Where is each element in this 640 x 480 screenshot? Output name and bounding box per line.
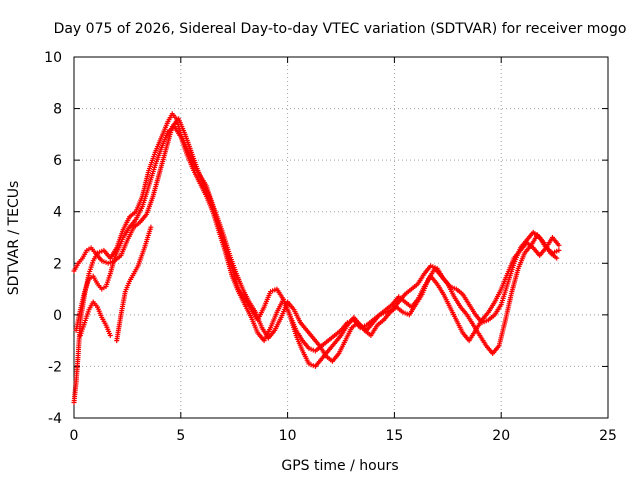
x-tick-label: 20 [492,428,510,444]
x-tick-label: 15 [385,428,403,444]
series-trace-1 [71,111,562,406]
plot-frame [73,56,609,419]
y-tick-label: -4 [48,411,62,427]
y-tick-label: 2 [53,256,62,272]
data-point [107,332,113,338]
data-point [148,224,154,230]
series-trace-3 [73,124,562,369]
series-trace-5 [114,224,154,344]
y-tick-label: 0 [53,308,62,324]
y-tick-label: 6 [53,153,62,169]
x-axis-title: GPS time / hours [281,458,398,474]
series-trace-2 [71,116,560,364]
y-tick-label: -2 [48,359,62,375]
x-tick-label: 0 [70,428,79,444]
data-point [556,242,562,248]
y-tick-label: 8 [53,102,62,118]
data-series [71,111,562,406]
data-point [554,255,560,261]
axis-ticks [73,56,609,419]
x-tick-label: 5 [176,428,185,444]
chart-title: Day 075 of 2026, Sidereal Day-to-day VTE… [54,21,627,37]
x-tick-label: 25 [599,428,617,444]
grid [74,57,608,418]
y-axis-title: SDTVAR / TECUs [6,181,22,296]
x-tick-label: 10 [279,428,297,444]
y-tick-label: 10 [44,50,62,66]
series-trace-4 [77,299,113,338]
data-point [556,247,562,253]
y-tick-label: 4 [53,205,62,221]
tick-labels: 0 5 10 15 20 25 -4 -2 0 2 4 6 8 10 [44,50,617,444]
